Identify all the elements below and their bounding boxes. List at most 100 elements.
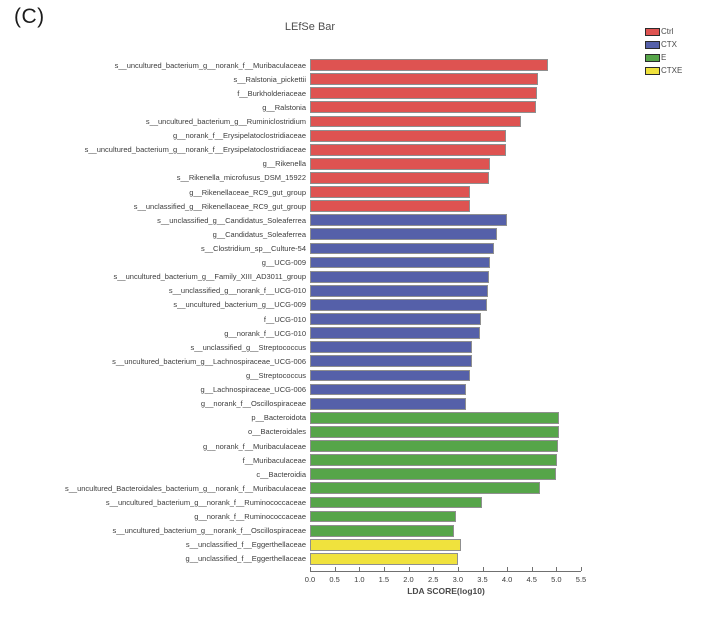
x-axis-tick-label: 0.0 — [304, 575, 316, 584]
taxon-label: p__Bacteroidota — [251, 413, 306, 423]
taxon-label: s__unclassified_f__Eggerthellaceae — [185, 540, 306, 550]
x-axis-tick — [408, 567, 410, 571]
taxon-label: o__Bacteroidales — [248, 427, 306, 437]
taxon-label: s__Rikenella_microfusus_DSM_15922 — [176, 173, 306, 183]
chart-row: s__uncultured_bacterium_g__norank_f__Osc… — [0, 524, 704, 538]
x-axis-tick — [383, 567, 385, 571]
chart-row: s__uncultured_bacterium_g__Lachnospirace… — [0, 354, 704, 368]
lda-bar — [310, 256, 490, 269]
x-axis-tick — [457, 567, 459, 571]
legend-item: E — [645, 52, 682, 63]
x-axis-tick-label: 3.5 — [477, 575, 488, 584]
lda-bar — [310, 172, 489, 184]
chart-row: f__UCG-010 — [0, 312, 704, 326]
legend-item: Ctrl — [645, 26, 682, 37]
lda-bar — [310, 129, 507, 142]
chart-row: g__Streptococcus — [0, 368, 704, 382]
x-axis-tick — [531, 567, 533, 571]
taxon-label: f__UCG-010 — [263, 314, 306, 324]
lda-bar — [310, 143, 506, 156]
taxon-label: s__uncultured_bacterium_g__Family_XIII_A… — [113, 272, 306, 282]
lda-bar — [310, 186, 471, 198]
lda-bar — [310, 228, 498, 241]
taxon-label: g__Rikenellaceae_RC9_gut_group — [189, 187, 306, 197]
lda-bar — [310, 327, 480, 340]
lda-bar — [310, 214, 508, 227]
chart-row: g__norank_f__Erysipelatoclostridiaceae — [0, 129, 704, 143]
lda-bar — [310, 284, 489, 297]
taxon-label: g__norank_f__Erysipelatoclostridiaceae — [172, 131, 306, 141]
x-axis-line — [310, 571, 581, 572]
chart-row: o__Bacteroidales — [0, 425, 704, 439]
chart-row: g__norank_f__Ruminococcaceae — [0, 510, 704, 524]
taxon-label: s__unclassified_g__Streptococcus — [190, 342, 307, 352]
taxon-label: s__uncultured_bacterium_g__Ruminiclostri… — [145, 116, 306, 126]
lda-bar — [310, 496, 482, 509]
taxon-label: g__norank_f__Ruminococcaceae — [194, 512, 306, 522]
x-axis-tick-label: 4.0 — [501, 575, 513, 584]
chart-row: g__norank_f__Oscillospiraceae — [0, 397, 704, 411]
lda-bar — [310, 200, 470, 213]
legend-item: CTX — [645, 39, 682, 50]
legend-label: CTXE — [661, 65, 683, 75]
lda-bar — [310, 454, 558, 467]
chart-row: g__norank_f__Muribaculaceae — [0, 439, 704, 453]
lda-bar — [310, 426, 559, 438]
lda-bar — [310, 355, 472, 368]
taxon-label: g__Streptococcus — [245, 370, 306, 380]
chart-row: g__Candidatus_Soleaferrea — [0, 227, 704, 241]
taxon-label: s__uncultured_bacterium_g__norank_f__Rum… — [105, 497, 306, 507]
taxon-label: c__Bacteroidia — [256, 469, 306, 479]
taxon-label: s__unclassified_g__norank_f__UCG-010 — [168, 286, 306, 296]
lda-bar — [310, 157, 491, 170]
chart-row: s__uncultured_bacterium_g__norank_f__Mur… — [0, 58, 704, 72]
chart-title: LEfSe Bar — [284, 21, 336, 33]
lda-bar — [310, 242, 494, 255]
taxon-label: s__uncultured_bacterium_g__norank_f__Ery… — [84, 145, 306, 155]
lda-bar — [310, 115, 521, 128]
taxon-label: s__uncultured_bacterium_g__Lachnospirace… — [112, 356, 306, 366]
taxon-label: s__unclassified_g__Candidatus_Soleaferre… — [157, 215, 306, 225]
chart-row: s__uncultured_bacterium_g__UCG-009 — [0, 298, 704, 312]
lda-bar — [310, 482, 540, 495]
taxon-label: g__Ralstonia — [262, 102, 306, 112]
legend-swatch — [645, 27, 660, 36]
chart-row: f__Muribaculaceae — [0, 453, 704, 467]
chart-row: s__unclassified_g__Candidatus_Soleaferre… — [0, 213, 704, 227]
taxon-label: s__unclassified_g__Rikenellaceae_RC9_gut… — [133, 201, 306, 211]
taxon-label: s__Ralstonia_pickettii — [233, 74, 306, 84]
chart-row: s__Rikenella_microfusus_DSM_15922 — [0, 171, 704, 185]
legend: Ctrl CTX E CTXE — [645, 26, 682, 78]
taxon-label: s__uncultured_bacterium_g__norank_f__Mur… — [114, 60, 306, 70]
lda-bar — [310, 73, 538, 86]
x-axis-tick-label: 5.5 — [575, 575, 587, 584]
lda-bar — [310, 87, 537, 100]
panel-label: (C) — [14, 5, 45, 28]
lda-bar — [310, 270, 489, 283]
taxon-label: g__norank_f__Oscillospiraceae — [200, 399, 306, 409]
taxon-label: s__uncultured_Bacteroidales_bacterium_g_… — [65, 483, 306, 493]
chart-row: g__UCG-009 — [0, 256, 704, 270]
chart-row: s__Clostridium_sp__Culture-54 — [0, 241, 704, 255]
lda-bar — [310, 468, 557, 481]
taxon-label: g__Candidatus_Soleaferrea — [212, 229, 306, 239]
x-axis-tick-label: 1.0 — [354, 575, 365, 584]
x-axis-tick — [334, 567, 336, 571]
x-axis-tick — [507, 567, 509, 571]
x-axis-tick — [556, 567, 558, 571]
lda-bar — [310, 299, 487, 311]
chart-row: s__unclassified_f__Eggerthellaceae — [0, 538, 704, 552]
legend-label: E — [661, 52, 667, 62]
x-axis-tick-label: 1.5 — [378, 575, 390, 584]
x-axis-tick — [359, 567, 361, 571]
taxon-label: s__uncultured_bacterium_g__UCG-009 — [173, 300, 306, 310]
x-axis: 0.0 0.5 1.0 1.5 2.0 2.5 3.0 3.5 4.0 4.5 5.0 5.5 — [305, 567, 586, 584]
x-axis-label: LDA SCORE(log10) — [407, 586, 485, 596]
chart-row: s__unclassified_g__norank_f__UCG-010 — [0, 284, 704, 298]
lda-bar — [310, 369, 470, 382]
x-axis-tick — [433, 567, 435, 571]
lda-bar — [310, 397, 466, 410]
x-axis-tick-label: 3.0 — [452, 575, 464, 584]
chart-row: g__Ralstonia — [0, 100, 704, 114]
chart-rows: s__uncultured_bacterium_g__norank_f__Mur… — [0, 58, 704, 566]
